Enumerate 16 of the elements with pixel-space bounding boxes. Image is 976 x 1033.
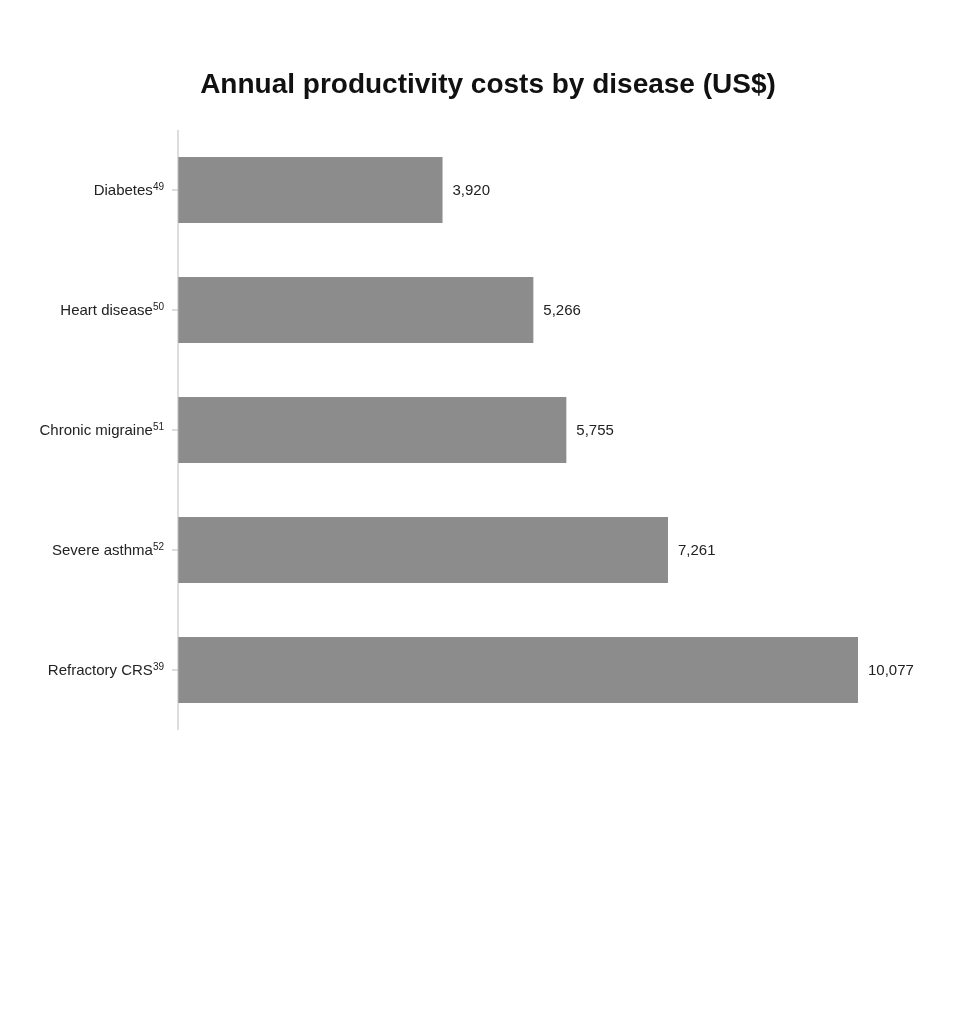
bar (178, 277, 534, 343)
bar (178, 157, 443, 223)
data-label: 7,261 (677, 541, 716, 559)
chart-title: Annual productivity costs by disease (US$) (199, 67, 777, 101)
y-tick-label: Chronic migraine$^{51}$ (39, 420, 165, 438)
bar (178, 397, 567, 463)
bar (178, 517, 668, 583)
data-label: 5,266 (543, 301, 581, 319)
data-label: 3,920 (452, 181, 491, 199)
bar (178, 637, 858, 703)
y-tick-label: Refractory CRS$^{39}$ (47, 660, 165, 678)
data-label: 10,077 (868, 661, 914, 679)
y-tick-label: Heart disease$^{50}$ (60, 300, 165, 318)
y-tick-label: Severe asthma$^{52}$ (51, 540, 165, 558)
y-tick-label: Diabetes$^{49}$ (93, 180, 165, 198)
data-label: 5,755 (576, 421, 614, 439)
